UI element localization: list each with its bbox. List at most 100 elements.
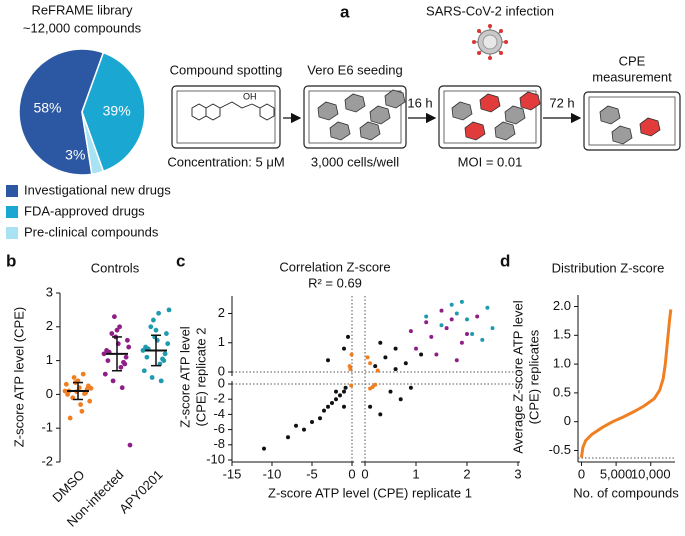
slice-label: 58%: [33, 99, 61, 115]
plate: [438, 85, 542, 149]
point: [408, 329, 413, 334]
point: [429, 334, 434, 339]
point: [127, 442, 133, 448]
y-tick-label: -4: [213, 406, 225, 421]
point: [375, 368, 380, 373]
point: [347, 364, 352, 369]
point: [365, 355, 370, 360]
point: [459, 340, 464, 345]
point: [403, 361, 408, 366]
point: [156, 310, 162, 316]
point: [162, 351, 168, 357]
point: [338, 393, 342, 398]
point: [286, 435, 290, 440]
x-tick-label: -5: [306, 466, 318, 481]
y-tick-label: 0.5: [553, 384, 571, 399]
legend-label: Pre-clinical compounds: [24, 224, 159, 239]
x-tick-label: 0: [361, 466, 368, 481]
step-note: 3,000 cells/well: [311, 154, 399, 169]
y-tick-label: 0: [46, 386, 53, 401]
cell: [329, 121, 351, 141]
panel-label: c: [176, 251, 185, 270]
point: [302, 427, 306, 432]
y-axis-label: (CPE) replicates: [526, 329, 541, 424]
y-tick-label: 2.0: [553, 298, 571, 313]
step-note: MOI = 0.01: [458, 154, 523, 169]
x-tick-label: 10,000: [631, 466, 671, 481]
point: [342, 404, 346, 409]
molecule: [191, 101, 275, 121]
point: [79, 408, 85, 414]
plate: [171, 85, 281, 149]
point: [378, 340, 383, 345]
point: [118, 364, 124, 370]
point: [393, 346, 398, 351]
point: [334, 389, 338, 394]
point: [82, 391, 87, 397]
point: [62, 388, 68, 394]
point: [140, 348, 146, 353]
x-tick-label: APY0201: [116, 467, 165, 516]
point: [349, 352, 354, 357]
y-tick-label: -10: [206, 451, 225, 466]
point: [294, 423, 298, 428]
point: [368, 361, 373, 366]
point: [87, 398, 93, 404]
legend-swatch: [6, 227, 18, 239]
time-label: 16 h: [407, 95, 432, 110]
point: [80, 371, 86, 377]
point: [164, 331, 169, 336]
point: [439, 308, 444, 313]
point: [101, 351, 107, 357]
y-tick-label: 1: [46, 352, 53, 367]
point: [67, 415, 73, 421]
point: [398, 397, 403, 402]
slice-label: 3%: [65, 147, 85, 163]
point: [368, 404, 373, 409]
y-axis-label: (CPE) replicate 2: [193, 328, 208, 427]
cell: [611, 125, 633, 145]
point: [424, 320, 429, 325]
point: [262, 446, 266, 451]
point: [342, 346, 346, 351]
point: [144, 354, 150, 360]
time-label: 72 h: [549, 95, 574, 110]
point: [119, 385, 125, 391]
y-tick-label: 1.5: [553, 327, 571, 342]
y-axis-label: Z-score ATP level (CPE): [11, 307, 26, 447]
point: [330, 401, 334, 405]
point: [158, 378, 164, 384]
chart-title: Controls: [91, 260, 140, 275]
panel-label: b: [6, 251, 16, 270]
point: [153, 327, 159, 333]
plate: [583, 91, 681, 151]
y-tick-label: -8: [213, 436, 225, 451]
panel-label: d: [500, 251, 510, 270]
point: [342, 389, 346, 394]
point: [165, 341, 171, 347]
cell: [494, 121, 516, 141]
y-axis-label: Average Z-score ATP level: [510, 300, 525, 453]
y-tick-label: -1: [41, 420, 53, 435]
y-tick-label: 0: [218, 375, 225, 390]
x-tick-label: 0: [578, 466, 585, 481]
cell: [451, 101, 473, 121]
point: [465, 332, 469, 336]
y-tick-label: 1.0: [553, 356, 571, 371]
point: [112, 314, 117, 320]
point: [114, 327, 120, 333]
y-axis-label: Z-score ATP level: [177, 326, 192, 427]
point: [449, 302, 454, 307]
point: [459, 299, 464, 304]
point: [490, 326, 495, 331]
point: [388, 389, 393, 394]
point: [310, 420, 314, 424]
point: [117, 324, 122, 330]
y-tick-label: 2: [218, 305, 225, 320]
point: [349, 383, 354, 388]
virus-icon: [472, 24, 508, 60]
point: [326, 358, 330, 363]
chart-title: ReFRAME library: [31, 2, 133, 17]
point: [454, 311, 459, 316]
y-tick-label: 1: [218, 334, 225, 349]
